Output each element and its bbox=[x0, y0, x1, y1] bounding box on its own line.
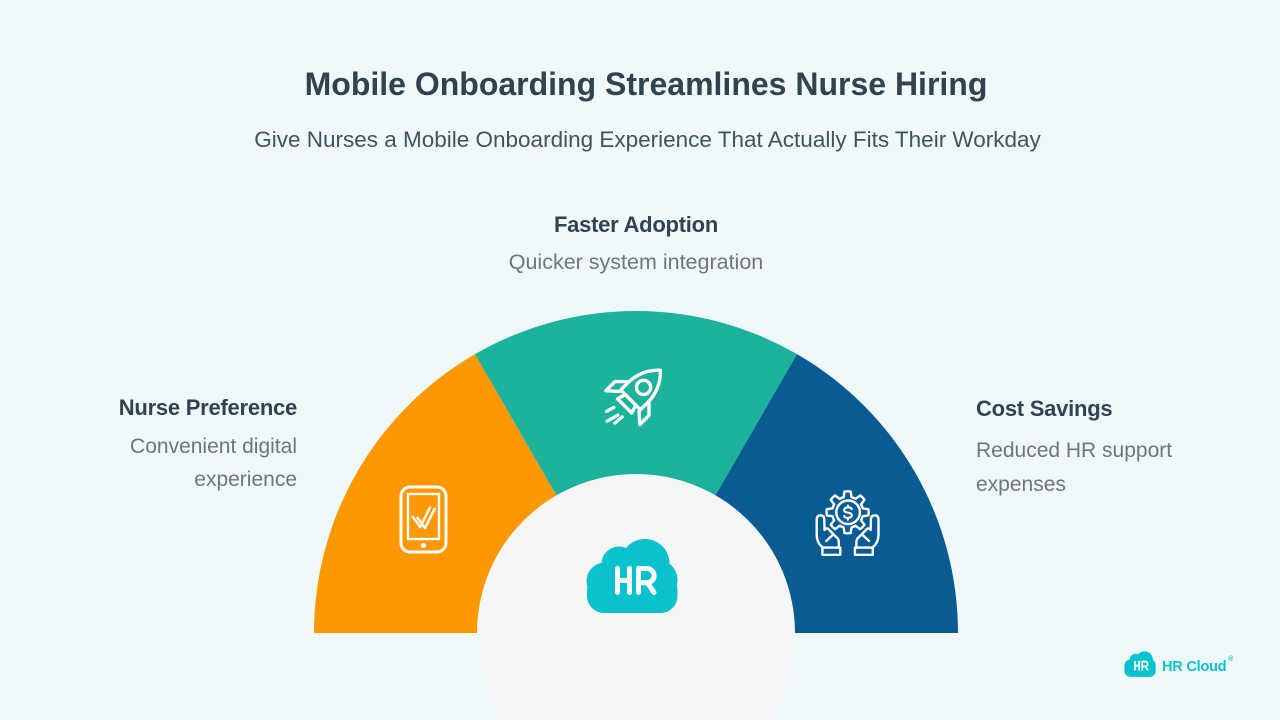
svg-text:HR Cloud: HR Cloud bbox=[1162, 659, 1226, 675]
svg-text:®: ® bbox=[1228, 655, 1234, 663]
